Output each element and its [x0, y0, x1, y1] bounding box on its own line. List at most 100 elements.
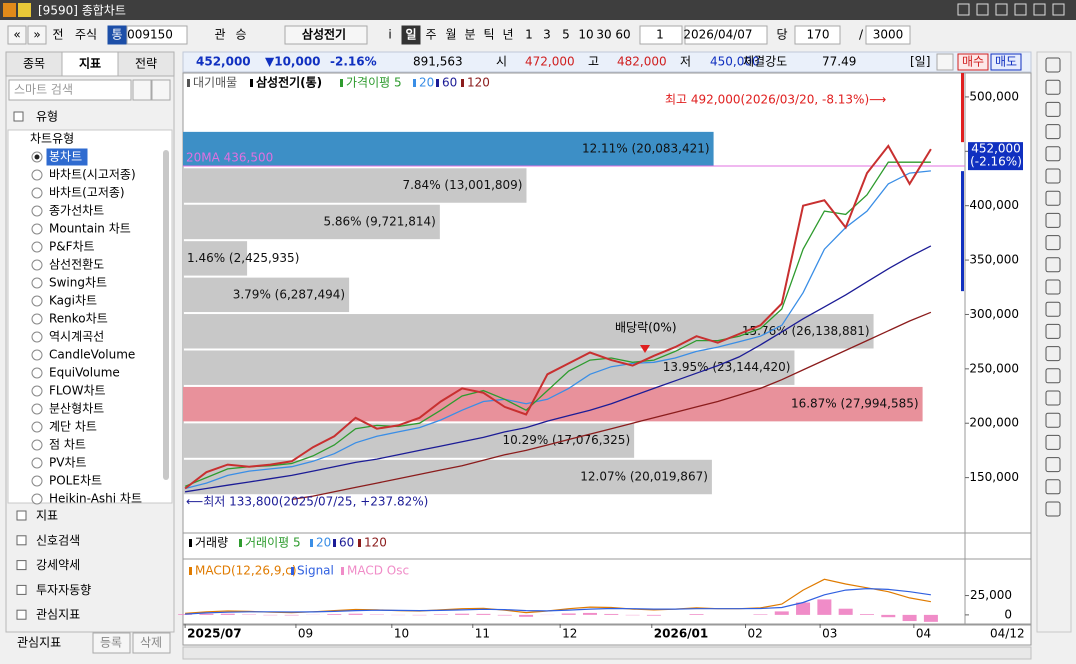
chart-type[interactable]: Kagi차트 — [49, 294, 97, 308]
chart-type[interactable]: Heikin-Ashi 차트 — [49, 492, 142, 506]
radio[interactable] — [31, 223, 43, 235]
radio[interactable] — [31, 259, 43, 271]
input-box[interactable] — [794, 25, 841, 45]
toolbar-item[interactable]: 30 — [596, 28, 611, 42]
tool-icon[interactable] — [1045, 457, 1061, 473]
tool-icon[interactable] — [1045, 168, 1061, 184]
radio[interactable] — [31, 367, 43, 379]
chart-type[interactable]: 계단 차트 — [49, 420, 97, 434]
toolbar-item[interactable]: 틱 — [483, 28, 494, 42]
toolbar-item[interactable]: 3000 — [873, 28, 904, 42]
chart-type[interactable]: 분산형차트 — [49, 402, 104, 416]
search-button[interactable] — [132, 79, 152, 101]
toolbar-item[interactable]: « — [13, 28, 20, 42]
toolbar-item[interactable]: 60 — [615, 28, 630, 42]
tool-icon[interactable] — [1045, 101, 1061, 117]
tool-icon[interactable] — [1045, 124, 1061, 140]
footer-button-label[interactable]: 등록 — [100, 636, 122, 650]
radio[interactable] — [31, 439, 43, 451]
stock-name-box[interactable] — [284, 25, 368, 45]
chart-type[interactable]: 봉차트 — [49, 150, 82, 164]
chart-type[interactable]: POLE차트 — [49, 474, 102, 488]
radio[interactable] — [31, 421, 43, 433]
toolbar-item[interactable]: 관 — [214, 28, 225, 42]
window-button[interactable] — [976, 3, 989, 16]
folder-label[interactable]: 관심지표 — [36, 608, 80, 622]
chart-type[interactable]: PV차트 — [49, 456, 87, 470]
toolbar-item[interactable]: 월 — [445, 28, 456, 42]
radio[interactable] — [31, 277, 43, 289]
toolbar-item[interactable]: 1 — [656, 28, 664, 42]
expand-icon[interactable] — [16, 535, 27, 546]
input-box[interactable] — [639, 25, 683, 45]
chart-type[interactable]: FLOW차트 — [49, 384, 106, 398]
toolbar-item[interactable]: i — [388, 28, 391, 42]
tool-icon[interactable] — [1045, 368, 1061, 384]
footer-button[interactable] — [132, 632, 171, 654]
toolbar-item[interactable]: 년 — [502, 28, 513, 42]
chart-type[interactable]: Mountain 차트 — [49, 222, 131, 236]
tool-icon[interactable] — [1045, 390, 1061, 406]
sell-button[interactable] — [990, 53, 1022, 71]
radio[interactable] — [31, 241, 43, 253]
tool-icon[interactable] — [1045, 346, 1061, 362]
chart-type[interactable]: P&F차트 — [49, 240, 95, 254]
window-button[interactable] — [995, 3, 1008, 16]
folder-label[interactable]: 투자자동향 — [36, 583, 91, 597]
tool-icon[interactable] — [1045, 257, 1061, 273]
tool-icon[interactable] — [1045, 323, 1061, 339]
chart-type[interactable]: 바차트(시고저종) — [49, 168, 136, 182]
radio[interactable] — [31, 385, 43, 397]
expand-icon[interactable] — [16, 560, 27, 571]
toolbar-item[interactable]: 일 — [405, 28, 416, 42]
toolbar-item[interactable]: 통 — [111, 28, 122, 42]
nav-button[interactable] — [7, 25, 27, 45]
radio[interactable] — [31, 169, 43, 181]
radio[interactable] — [31, 493, 43, 505]
toolbar-item[interactable]: 1 — [525, 28, 533, 42]
side-tab[interactable] — [61, 51, 119, 77]
toolbar-item[interactable]: 2026/04/07 — [683, 28, 752, 42]
tool-icon[interactable] — [1045, 412, 1061, 428]
toolbar-item[interactable]: 주식 — [75, 28, 97, 42]
window-button[interactable] — [957, 3, 970, 16]
radio[interactable] — [31, 313, 43, 325]
tool-icon[interactable] — [1045, 434, 1061, 450]
expand-icon[interactable] — [16, 609, 27, 620]
radio[interactable] — [31, 403, 43, 415]
chart-type[interactable]: EquiVolume — [49, 366, 120, 380]
expand-icon[interactable] — [16, 510, 27, 521]
tool-icon[interactable] — [1045, 190, 1061, 206]
input-box[interactable] — [865, 25, 911, 45]
tool-icon[interactable] — [1045, 501, 1061, 517]
tool-icon[interactable] — [1045, 235, 1061, 251]
input-box[interactable] — [684, 25, 768, 45]
toolbar-item[interactable]: / — [859, 28, 864, 42]
side-tab[interactable] — [117, 51, 175, 77]
toolbar-item[interactable]: 170 — [807, 28, 830, 42]
toolbar-item[interactable]: » — [33, 28, 40, 42]
tool-icon[interactable] — [1045, 79, 1061, 95]
toolbar-item[interactable]: 3 — [543, 28, 551, 42]
side-tab-label[interactable]: 전략 — [135, 57, 157, 71]
toolbar-item[interactable]: 분 — [464, 28, 475, 42]
chart-type[interactable]: 역시계곡선 — [49, 330, 104, 344]
radio[interactable] — [31, 205, 43, 217]
expand-icon[interactable] — [16, 584, 27, 595]
window-button[interactable] — [1014, 3, 1027, 16]
chart-type[interactable]: 바차트(고저종) — [49, 186, 125, 200]
search-box[interactable] — [8, 79, 132, 101]
tool-icon[interactable] — [1045, 57, 1061, 73]
tool-icon[interactable] — [1045, 301, 1061, 317]
scrollbar[interactable] — [163, 150, 169, 480]
tool-icon[interactable] — [1045, 279, 1061, 295]
side-tab-label[interactable]: 지표 — [79, 56, 101, 71]
side-tab-label[interactable]: 종목 — [23, 57, 45, 71]
chart-type[interactable]: CandleVolume — [49, 348, 135, 362]
toolbar-item[interactable]: 주 — [425, 28, 436, 42]
tool-icon[interactable] — [1045, 479, 1061, 495]
sell-label[interactable]: 매도 — [995, 55, 1017, 69]
radio[interactable] — [31, 475, 43, 487]
collapse-icon[interactable] — [13, 111, 24, 122]
footer-button-label[interactable]: 삭제 — [140, 636, 162, 650]
